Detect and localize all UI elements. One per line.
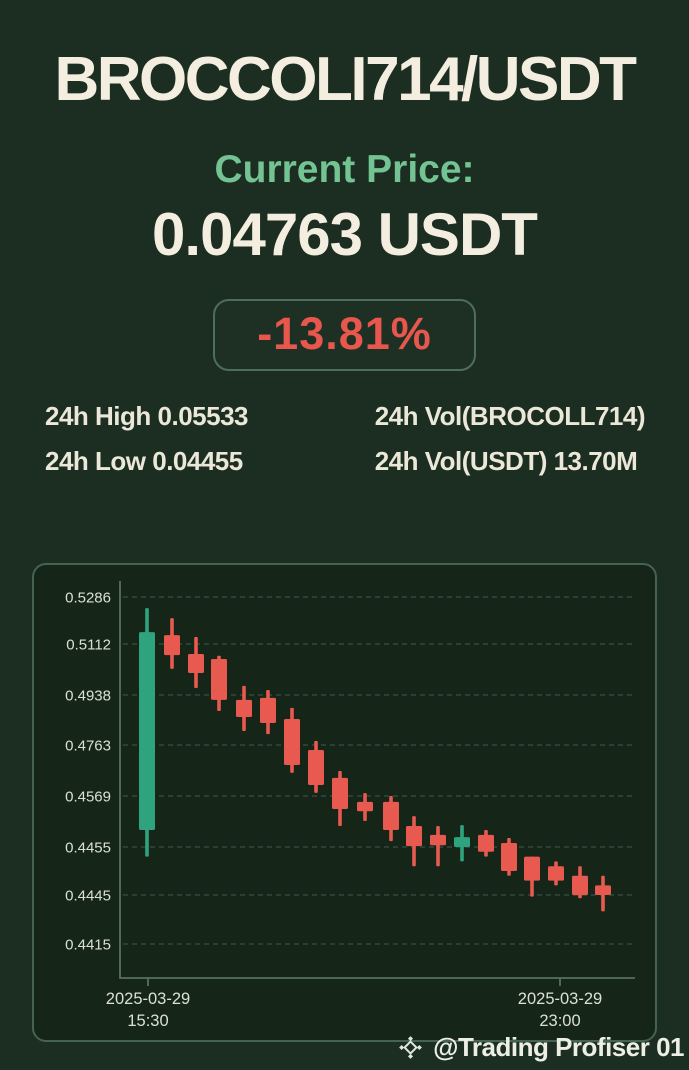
y-axis-tick-label: 0.4415 [65,937,111,954]
candle-body [260,697,276,723]
candle-body [478,834,494,852]
y-axis-tick-label: 0.4938 [65,688,111,705]
stats-right-column: 24h Vol(BROCOLL714) 24h Vol(USDT) 13.70M [374,401,646,477]
price-change-badge: -13.81% [213,299,476,372]
stat-24h-vol-usdt: 24h Vol(USDT) 13.70M [374,446,638,477]
y-axis-tick-label: 0.4763 [65,738,111,755]
watermark: @Trading Profiser 01 [397,1032,684,1063]
price-chart-card: 0.5286 0.5112 0.4938 0.4763 0.4569 0.4455 0.44… [32,563,657,1042]
candle-body [308,749,324,785]
y-axis-tick-label: 0.4569 [65,789,111,806]
stats-24h: 24h High 0.05533 24h Low 0.04455 24h Vol… [45,401,646,477]
current-price-value: 0.04763 USDT [152,201,538,269]
current-price-label: Current Price: [214,148,475,192]
candle-body [406,825,422,847]
candle-body [595,885,611,895]
candle-body [430,834,446,846]
candle-body [383,801,399,830]
candle-body [454,837,470,847]
x-axis-date-label: 2025-03-29 [106,990,190,1008]
trading-card: BROCCOLI714/USDT Current Price: 0.04763 … [0,45,689,1062]
candle-body [548,866,564,881]
stats-left-column: 24h High 0.05533 24h Low 0.04455 [45,401,249,477]
x-axis-time-label: 15:30 [127,1012,168,1030]
candle-body [236,699,252,717]
price-change-value: -13.81% [257,308,432,360]
axis-lines [119,581,635,979]
y-axis-tick-label: 0.4455 [65,840,111,857]
pair-title: BROCCOLI714/USDT [54,45,637,114]
candle-wick [436,825,440,867]
binance-diamond-icon [399,1036,422,1059]
candle-body [164,635,180,656]
candle-body [284,719,300,765]
stat-24h-high: 24h High 0.05533 [45,401,249,432]
watermark-handle: @Trading Profiser 01 [433,1032,684,1062]
candle-body [524,856,540,881]
stat-24h-vol-base: 24h Vol(BROCOLL714) [374,401,646,432]
candle-body [572,875,588,895]
y-axis-tick-label: 0.5286 [65,590,111,607]
x-axis-time-label: 23:00 [539,1012,580,1030]
candle-body [501,842,517,871]
x-axis-date-label: 2025-03-29 [518,990,602,1008]
stat-24h-low: 24h Low 0.04455 [45,446,243,477]
candle-body [139,632,155,830]
candle-body [211,658,227,700]
price-chart-svg: 0.5286 0.5112 0.4938 0.4763 0.4569 0.4455 0.44… [65,581,635,1030]
y-axis-tick-label: 0.5112 [66,637,111,654]
candle-body [332,777,348,809]
candle-body [188,653,204,674]
y-axis-tick-label: 0.4445 [65,888,111,905]
candle-body [357,801,373,812]
